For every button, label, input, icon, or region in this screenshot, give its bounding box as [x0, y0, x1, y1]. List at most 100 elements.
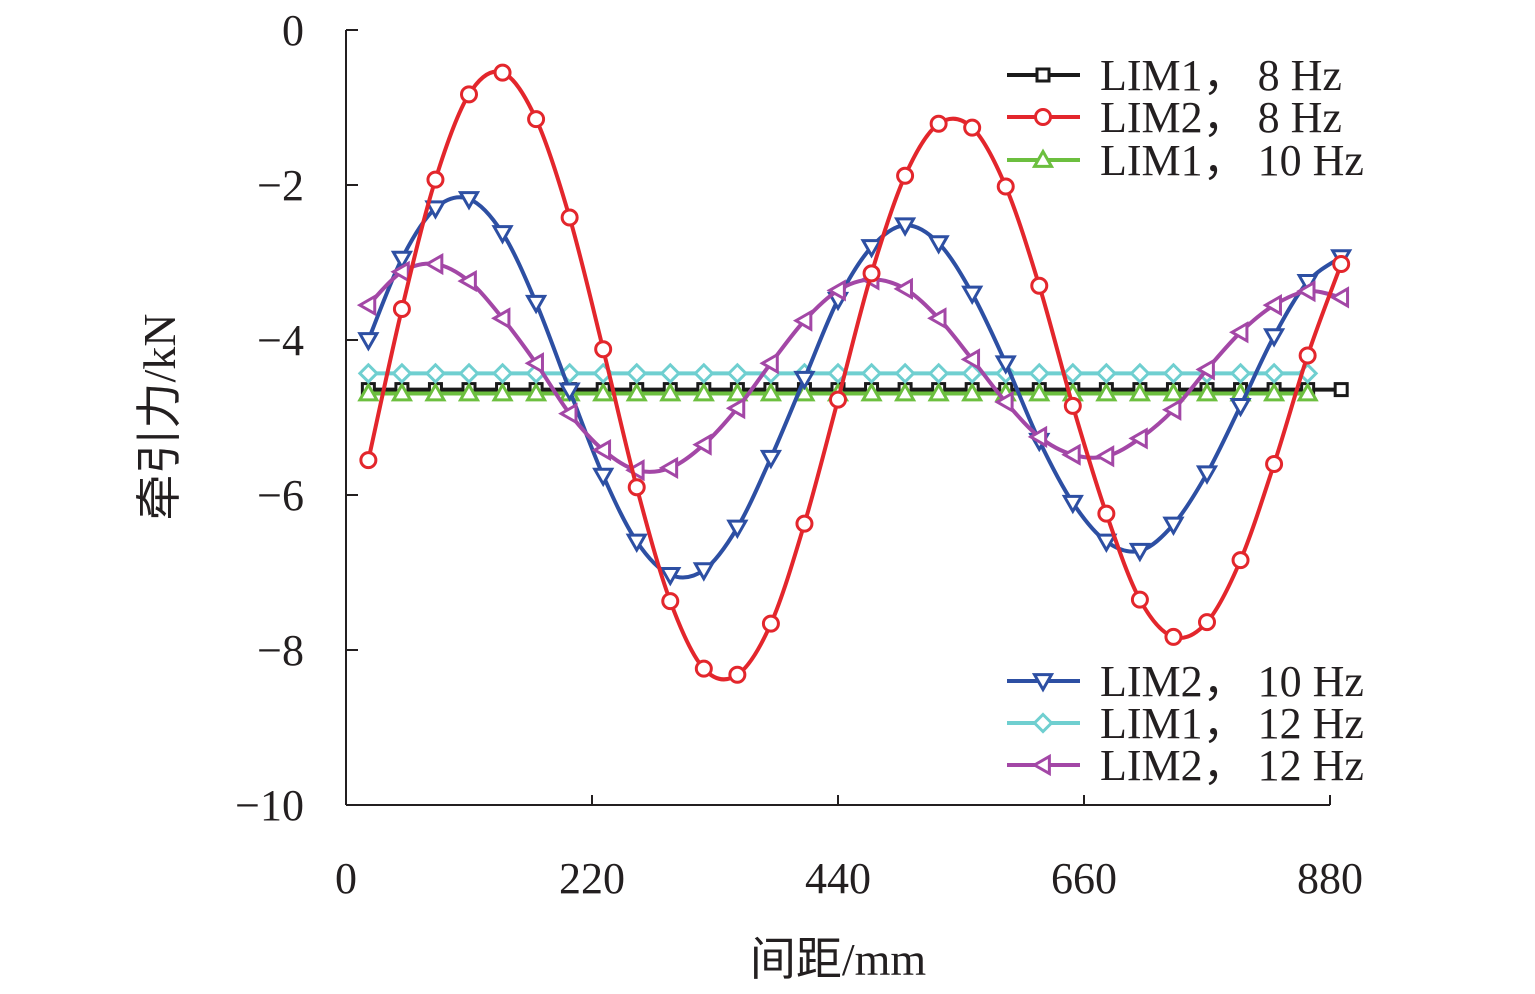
data-point [1332, 255, 1351, 274]
data-point [894, 362, 916, 384]
data-point [694, 659, 713, 678]
data-point [1162, 362, 1185, 384]
data-point [592, 381, 615, 402]
data-point [659, 566, 682, 587]
data-point [795, 514, 814, 533]
data-point [996, 177, 1015, 196]
data-point [1128, 427, 1148, 450]
y-tick-label: −8 [257, 626, 304, 675]
data-point [625, 533, 648, 554]
data-point [927, 381, 950, 402]
data-point [1333, 382, 1349, 398]
data-point [1195, 358, 1215, 381]
data-point [726, 381, 749, 402]
data-point [961, 381, 984, 402]
data-point [1063, 396, 1082, 415]
data-point [525, 381, 548, 402]
legend-item: LIM2， 8 Hz [1007, 93, 1342, 142]
data-point [960, 348, 981, 371]
data-point [1028, 381, 1051, 402]
legend-item: LIM2， 12 Hz [1007, 741, 1364, 790]
data-point [1229, 321, 1249, 344]
data-point [1030, 276, 1049, 295]
data-point [826, 279, 846, 302]
data-point [491, 362, 514, 384]
data-point [894, 217, 917, 237]
data-point [460, 85, 478, 104]
data-point [592, 467, 615, 488]
data-point [1097, 504, 1116, 523]
series-2 [359, 63, 1351, 684]
legend-label: LIM1， 12 Hz [1100, 699, 1364, 748]
axes: 0 −2 −4 −6 −8 −10 0 220 440 660 880 [235, 6, 1363, 903]
data-point [1095, 533, 1118, 554]
x-tick-label: 880 [1297, 854, 1363, 903]
data-point [659, 381, 682, 402]
series-line [366, 261, 1342, 474]
legend-label: LIM2， 8 Hz [1100, 93, 1342, 142]
y-tick-label: −2 [257, 161, 304, 210]
data-point [1028, 362, 1050, 384]
x-tick-label: 220 [559, 854, 625, 903]
data-point [458, 362, 480, 384]
data-point [491, 381, 514, 402]
data-point [1164, 627, 1183, 646]
data-point [625, 381, 648, 402]
data-point [928, 362, 950, 384]
data-point [357, 362, 379, 384]
data-point [457, 270, 477, 293]
data-point [356, 294, 377, 317]
legend-item: LIM2， 10 Hz [1007, 657, 1364, 706]
y-tick-label: −10 [235, 781, 304, 830]
data-point [725, 397, 746, 420]
data-point [1128, 542, 1151, 563]
data-point [527, 110, 546, 129]
data-point [759, 352, 779, 375]
data-point [792, 309, 813, 332]
data-point [963, 118, 982, 137]
data-point [625, 459, 645, 482]
data-point [423, 252, 444, 276]
data-point [860, 239, 883, 259]
data-point [626, 362, 648, 384]
data-point [1094, 445, 1115, 468]
x-tick-label: 0 [335, 854, 357, 903]
data-point [524, 352, 544, 375]
legend-label: LIM1， 10 Hz [1100, 136, 1364, 185]
data-point [1035, 67, 1051, 83]
data-point [424, 381, 447, 402]
data-point [390, 250, 413, 271]
series-6 [356, 252, 1350, 482]
data-point [491, 225, 514, 245]
data-point [525, 294, 548, 315]
data-point [426, 170, 445, 189]
data-point [392, 300, 411, 318]
data-point [1198, 613, 1216, 632]
legend-label: LIM1， 8 Hz [1100, 51, 1342, 100]
data-point [1027, 425, 1048, 448]
data-point [558, 402, 578, 425]
data-point [1034, 108, 1052, 126]
data-point [693, 362, 715, 384]
data-point [1129, 362, 1151, 384]
data-point [560, 208, 579, 227]
data-point [692, 381, 715, 402]
data-point [659, 362, 681, 384]
data-point [1195, 465, 1219, 485]
data-point [1031, 673, 1055, 693]
data-point [424, 200, 447, 220]
data-point [1262, 294, 1282, 317]
legend-item: LIM1， 10 Hz [1007, 136, 1364, 185]
data-point [1161, 398, 1182, 421]
data-point [1031, 148, 1055, 168]
data-point [761, 614, 780, 633]
data-point [457, 381, 481, 402]
data-point [491, 307, 511, 330]
data-point [1095, 381, 1118, 402]
legend-label: LIM2， 10 Hz [1100, 657, 1364, 706]
data-point [894, 381, 917, 402]
series-4 [357, 191, 1353, 587]
data-point [1130, 590, 1149, 609]
legend-item: LIM1， 8 Hz [1007, 51, 1342, 100]
